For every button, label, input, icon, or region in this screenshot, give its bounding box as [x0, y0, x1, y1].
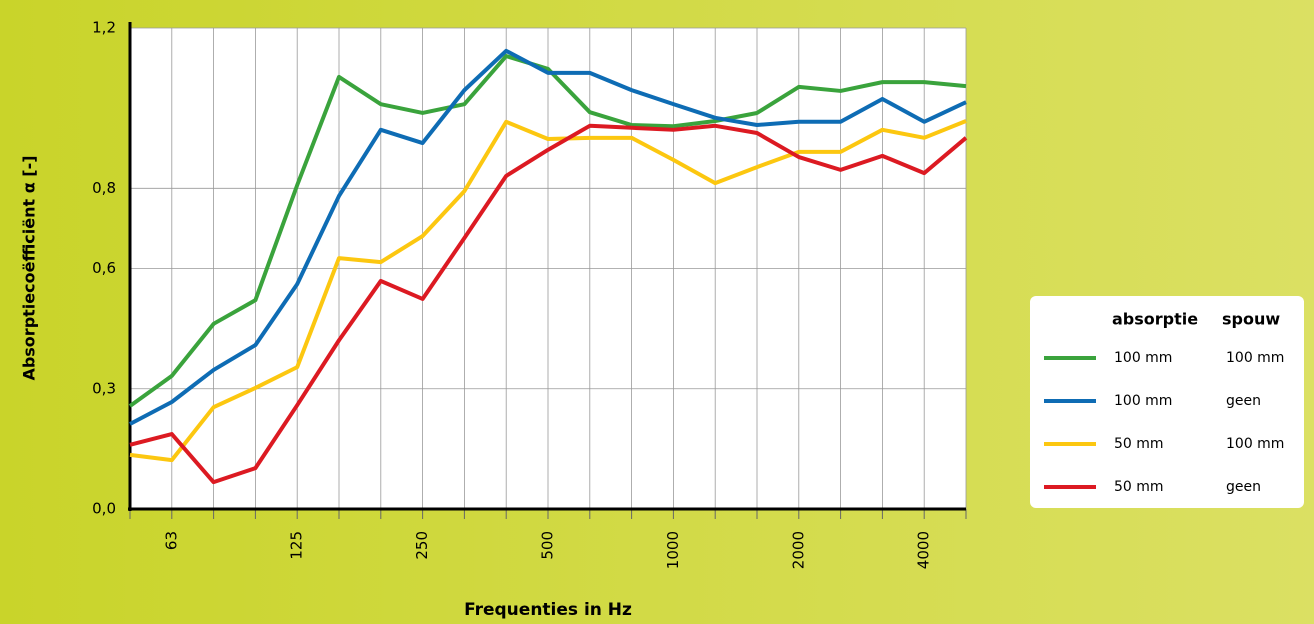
x-tick-label: 500 — [539, 531, 557, 560]
legend-label: 50 mm — [1114, 436, 1164, 452]
x-tick-label: 4000 — [915, 531, 933, 569]
x-tick-label: 250 — [413, 531, 431, 560]
legend-label: 100 mm — [1226, 350, 1284, 366]
y-tick-label: 0,0 — [92, 500, 116, 518]
x-tick-label: 63 — [162, 531, 180, 550]
legend-label: 100 mm — [1114, 350, 1172, 366]
x-tick-label: 125 — [288, 531, 306, 560]
legend — [1030, 296, 1304, 508]
legend-header: absorptie — [1112, 310, 1198, 329]
y-tick-label: 0,8 — [92, 179, 116, 197]
legend-label: 50 mm — [1114, 479, 1164, 495]
y-tick-label: 0,6 — [92, 259, 116, 277]
line-series — [128, 54, 967, 408]
legend-label: geen — [1226, 479, 1261, 495]
legend-label: 100 mm — [1226, 436, 1284, 452]
legend-label: 100 mm — [1114, 393, 1172, 409]
x-axis-label: Frequenties in Hz — [464, 600, 632, 620]
line-series — [129, 48, 967, 426]
y-tick-label: 1,2 — [92, 19, 116, 37]
y-tick-label: 0,3 — [92, 379, 116, 397]
y-axis-label: Absorptiecoëfficiënt α [-] — [20, 155, 39, 380]
legend-label: geen — [1226, 393, 1261, 409]
x-tick-label: 1000 — [664, 531, 682, 569]
legend-header: spouw — [1222, 310, 1280, 329]
x-tick-label: 2000 — [789, 531, 807, 569]
line-series — [129, 119, 967, 463]
line-series — [129, 123, 968, 485]
